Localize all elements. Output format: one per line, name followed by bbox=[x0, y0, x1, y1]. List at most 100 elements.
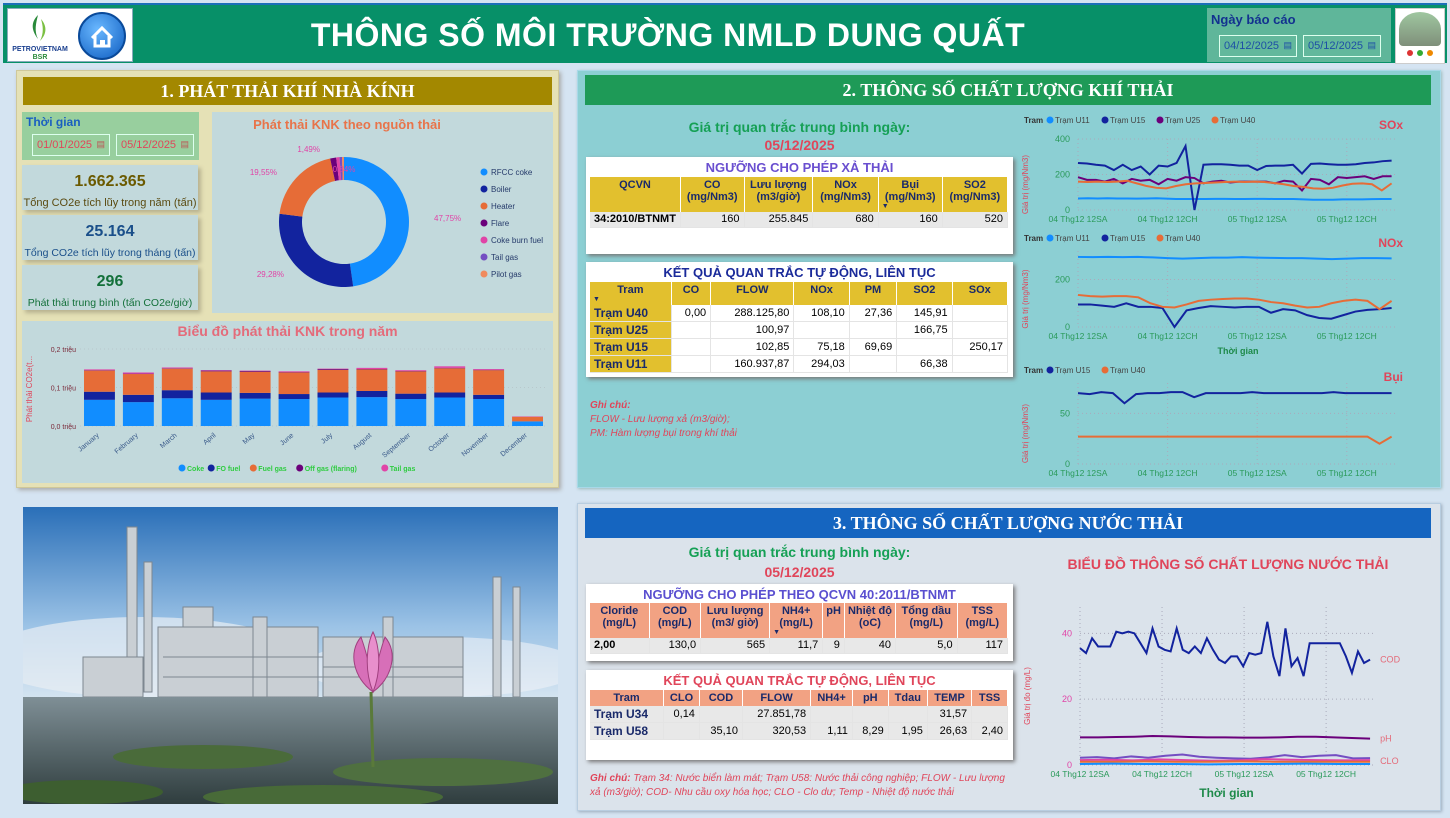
table-cell bbox=[663, 722, 700, 740]
column-header[interactable]: COD (mg/L) bbox=[649, 603, 702, 638]
column-header[interactable]: Tram ▼ bbox=[590, 282, 672, 305]
x-tick-label: 04 Thg12 12CH bbox=[1138, 468, 1198, 478]
column-header[interactable]: SO2 bbox=[896, 282, 953, 305]
note-label: Ghi chú: bbox=[590, 773, 631, 784]
column-header[interactable]: SOx bbox=[952, 282, 1009, 305]
table-cell: 1,11 bbox=[810, 722, 853, 740]
legend-marker bbox=[1101, 116, 1109, 124]
bar-segment-off-gas-flaring- bbox=[200, 370, 232, 372]
report-date-from-input[interactable]: 04/12/2025 ▤ bbox=[1219, 35, 1297, 57]
environment-badge-image bbox=[1395, 8, 1445, 64]
column-header[interactable]: NOx bbox=[793, 282, 850, 305]
table-row: Trạm U34 0,14 27.851,78 31,57 bbox=[590, 706, 1008, 723]
legend-marker bbox=[480, 185, 488, 193]
kpi-label: Tổng CO2e tích lũy trong năm (tấn) bbox=[23, 197, 197, 209]
legend-marker bbox=[1046, 234, 1054, 242]
kpi-value: 25.164 bbox=[85, 223, 135, 240]
air-result-table-title: KẾT QUẢ QUAN TRẮC TỰ ĐỘNG, LIÊN TỤC bbox=[663, 265, 936, 280]
column-header[interactable]: TEMP bbox=[927, 690, 973, 706]
x-tick-label: 05 Thg12 12SA bbox=[1228, 468, 1287, 478]
column-header[interactable]: pH bbox=[852, 690, 889, 706]
column-header[interactable]: Tổng dầu (mg/L) bbox=[895, 603, 958, 638]
column-header[interactable]: Nhiệt độ (oC) bbox=[844, 603, 897, 638]
column-header[interactable]: COD bbox=[699, 690, 743, 706]
bar-segment-tail-gas bbox=[122, 372, 154, 374]
header-bar: PETROVIETNAM BSR THÔNG SỐ MÔI TRƯỜNG NML… bbox=[3, 3, 1447, 64]
legend-label: Trạm U15 bbox=[1110, 234, 1146, 243]
date-to-input[interactable]: 05/12/2025 ▤ bbox=[116, 134, 194, 156]
daily-average-date: 05/12/2025 bbox=[764, 137, 835, 153]
column-header[interactable]: TSS (mg/L) bbox=[957, 603, 1009, 638]
column-header[interactable]: SO2 (mg/Nm3) bbox=[942, 177, 1009, 212]
air-result-table-box: KẾT QUẢ QUAN TRẮC TỰ ĐỘNG, LIÊN TỤC Tram… bbox=[586, 262, 1013, 377]
legend-label: Tail gas bbox=[390, 466, 416, 473]
bar-segment-fuel-gas bbox=[278, 372, 310, 395]
sort-desc-icon[interactable]: ▼ bbox=[593, 296, 600, 303]
table-cell bbox=[810, 706, 853, 723]
x-tick-label: August bbox=[352, 432, 373, 451]
calendar-icon[interactable]: ▤ bbox=[96, 139, 105, 149]
donut-data-label: 0,84% bbox=[333, 165, 356, 174]
legend-marker bbox=[249, 464, 257, 472]
column-header[interactable]: NH4+ bbox=[810, 690, 853, 706]
column-header[interactable]: FLOW bbox=[742, 690, 812, 706]
column-header[interactable]: Tdau bbox=[888, 690, 928, 706]
table-cell: 34:2010/BTNMT bbox=[590, 212, 681, 228]
column-header[interactable]: Lưu lượng (m3/ giờ) bbox=[700, 603, 771, 638]
legend-marker bbox=[381, 464, 389, 472]
chart-title: NOx bbox=[1378, 236, 1403, 250]
column-header[interactable]: Bụi (mg/Nm3) ▼ bbox=[878, 177, 943, 212]
column-header[interactable]: Lưu lượng (m3/giờ) bbox=[744, 177, 814, 212]
line-series-tr-m-u25 bbox=[1077, 175, 1392, 192]
sort-desc-icon[interactable]: ▼ bbox=[881, 203, 889, 210]
report-date-from-value: 04/12/2025 bbox=[1224, 40, 1280, 52]
column-header[interactable]: CO (mg/Nm3) bbox=[680, 177, 745, 212]
column-header[interactable]: Tram bbox=[590, 690, 665, 706]
y-axis-label: Giá trị (mg/Nm3) bbox=[1021, 404, 1030, 463]
legend-marker bbox=[1156, 116, 1164, 124]
column-header[interactable]: PM bbox=[849, 282, 898, 305]
calendar-icon[interactable]: ▤ bbox=[1367, 40, 1376, 50]
table-header-row: Cloride (mg/L) COD (mg/L) Lưu lượng (m3/ g… bbox=[590, 603, 1009, 638]
kpi-label: Tổng CO2e tích lũy trong tháng (tấn) bbox=[24, 247, 196, 259]
section-3-title: 3. THÔNG SỐ CHẤT LƯỢNG NƯỚC THẢI bbox=[585, 508, 1431, 538]
column-header[interactable]: NOx (mg/Nm3) bbox=[812, 177, 879, 212]
table-cell: 27.851,78 bbox=[742, 706, 812, 723]
bar-segment-coke bbox=[512, 421, 543, 426]
column-header[interactable]: FLOW bbox=[710, 282, 795, 305]
table-cell bbox=[971, 706, 1008, 723]
line-series-tr-m-u11 bbox=[1077, 197, 1392, 201]
column-header[interactable]: CLO bbox=[663, 690, 700, 706]
column-header[interactable]: pH bbox=[822, 603, 845, 638]
column-header[interactable]: NH4+ (mg/L) ▼ bbox=[769, 603, 824, 638]
legend-marker bbox=[1156, 234, 1164, 242]
x-tick-label: 04 Thg12 12CH bbox=[1138, 214, 1198, 224]
y-tick-label: 200 bbox=[1055, 170, 1070, 180]
y-axis-label: Phát thải CO2e(t... bbox=[25, 356, 34, 422]
bar-segment-fo-fuel bbox=[356, 390, 388, 398]
column-header[interactable]: CO bbox=[671, 282, 712, 305]
table-cell: 31,57 bbox=[927, 706, 973, 723]
bar-segment-tail-gas bbox=[278, 371, 310, 373]
y-axis-label: Giá trị (mg/Nm3) bbox=[1021, 269, 1030, 328]
y-tick-label: 0 bbox=[1065, 459, 1070, 469]
legend-marker bbox=[296, 464, 304, 472]
svg-text:BSR: BSR bbox=[33, 54, 48, 61]
table-cell bbox=[671, 321, 712, 339]
sort-desc-icon[interactable]: ▼ bbox=[773, 629, 781, 636]
bar-segment-fo-fuel bbox=[317, 392, 349, 398]
report-date-to-input[interactable]: 05/12/2025 ▤ bbox=[1303, 35, 1381, 57]
table-cell: 145,91 bbox=[896, 305, 953, 322]
bar-segment-fo-fuel bbox=[395, 393, 427, 400]
legend-label: Pilot gas bbox=[491, 270, 522, 279]
column-header[interactable]: TSS bbox=[971, 690, 1008, 706]
legend-label: Boiler bbox=[491, 185, 512, 194]
calendar-icon[interactable]: ▤ bbox=[1283, 40, 1292, 50]
calendar-icon[interactable]: ▤ bbox=[180, 139, 189, 149]
legend-marker bbox=[480, 253, 488, 261]
column-header[interactable]: QCVN bbox=[590, 177, 681, 212]
date-from-input[interactable]: 01/01/2025 ▤ bbox=[32, 134, 110, 156]
wastewater-panel: 3. THÔNG SỐ CHẤT LƯỢNG NƯỚC THẢI Giá trị… bbox=[577, 503, 1441, 811]
column-header[interactable]: Cloride (mg/L) bbox=[590, 603, 650, 638]
home-button[interactable] bbox=[78, 12, 126, 60]
